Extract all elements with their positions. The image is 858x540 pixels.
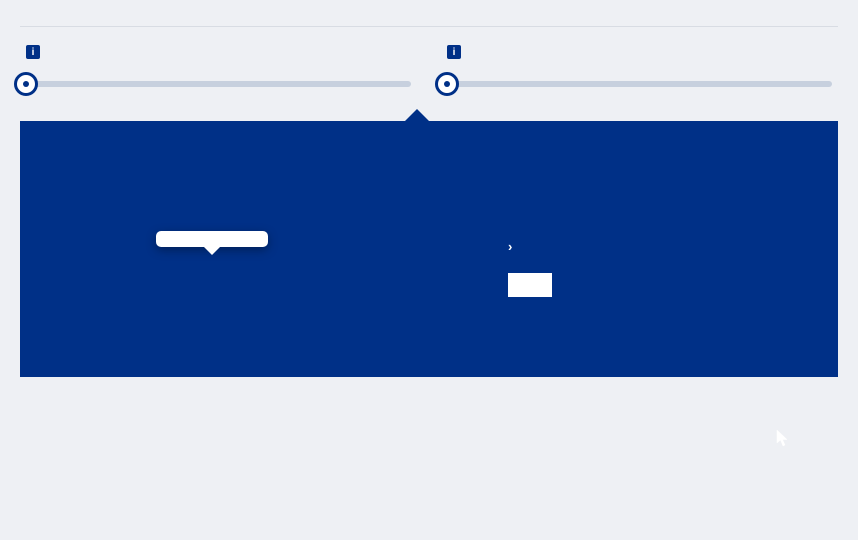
tilgung-thumb[interactable]	[435, 72, 459, 96]
sollzins-track[interactable]	[26, 81, 411, 87]
cursor-icon	[776, 429, 790, 452]
login-link[interactable]: ›	[508, 239, 800, 254]
info-icon[interactable]: i	[447, 45, 461, 59]
sollzins-slider-block: i	[20, 45, 417, 105]
result-panel: ›	[20, 121, 838, 377]
restschuld-chart	[48, 165, 448, 337]
chart-tooltip	[156, 231, 268, 247]
contact-advisor-button[interactable]	[508, 273, 552, 297]
tilgung-track[interactable]	[447, 81, 832, 87]
chevron-right-icon: ›	[508, 239, 512, 254]
sollzins-thumb[interactable]	[14, 72, 38, 96]
info-icon[interactable]: i	[26, 45, 40, 59]
tilgung-slider-block: i	[441, 45, 838, 105]
